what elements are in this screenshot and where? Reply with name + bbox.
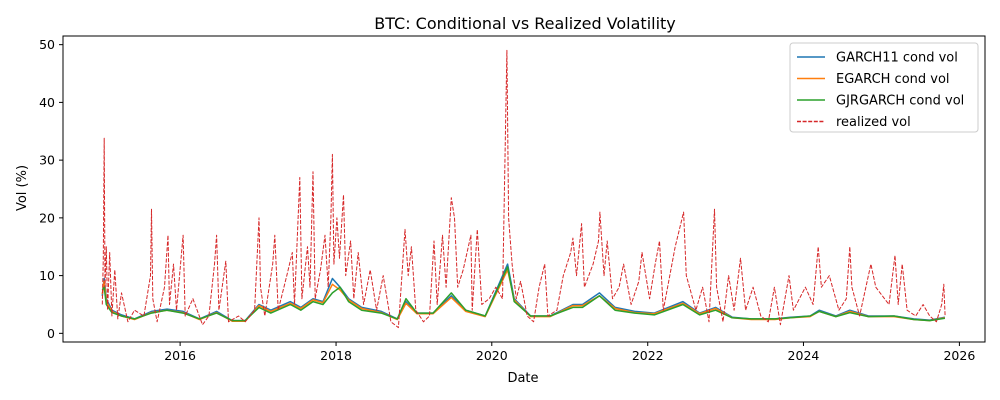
y-tick-label: 20 [39, 210, 55, 225]
y-tick-label: 10 [39, 268, 55, 283]
legend-label-4: realized vol [836, 115, 911, 130]
y-tick-label: 40 [39, 95, 55, 110]
plot-frame [62, 35, 986, 343]
legend-label-1: GARCH11 cond vol [836, 51, 958, 66]
legend-frame [789, 42, 979, 133]
x-tick-label: 2016 [164, 348, 196, 363]
y-tick-label: 50 [39, 37, 55, 52]
x-tick-label: 2018 [320, 348, 352, 363]
x-tick-label: 2022 [632, 348, 664, 363]
series-line-3 [101, 266, 946, 322]
legend-label-3: GJRGARCH cond vol [836, 94, 964, 109]
legend-label-2: EGARCH cond vol [836, 72, 950, 87]
x-tick-label: 2026 [943, 348, 975, 363]
x-tick-label: 2024 [788, 348, 820, 363]
plot-area [101, 49, 946, 329]
x-tick-label: 2020 [476, 348, 508, 363]
axes: 0 10 20 30 40 50 2016 2018 2020 2022 2024 2026 [39, 35, 986, 363]
chart-title: BTC: Conditional vs Realized Volatility [374, 14, 676, 33]
legend: GARCH11 cond vol EGARCH cond vol GJRGARCH … [789, 42, 979, 133]
x-axis-title: Date [507, 371, 538, 386]
y-axis-title: Vol (%) [15, 165, 30, 211]
y-tick-label: 30 [39, 153, 55, 168]
series-line-4 [101, 49, 946, 329]
y-tick-label: 0 [47, 326, 55, 341]
